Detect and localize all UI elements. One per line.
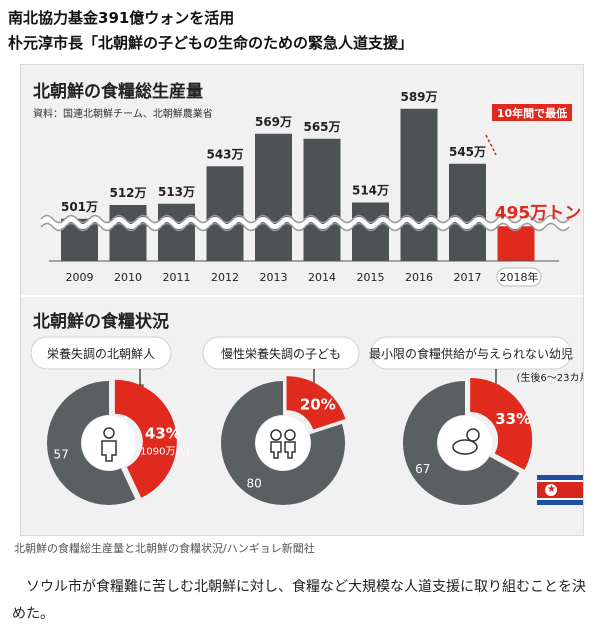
bar-value-label: 501万 [61,200,98,214]
donut-slice-gray [402,381,520,505]
bar-2011 [158,203,195,261]
x-tick-label: 2015 [357,271,385,284]
bar-value-label: 512万 [109,186,146,200]
bar-value-label: 565万 [303,120,340,134]
x-tick-label: 2011 [163,271,191,284]
x-tick-label: 2010 [114,271,142,284]
x-tick-label: 2016 [405,271,433,284]
donut-slice-gray [221,381,345,505]
axis-break-wave [39,217,571,229]
donut-center [256,416,310,470]
north-korea-flag-icon: ★ [537,475,583,505]
infographic-graphics: 501万 2009 512万 2010 513万 2011 543万 2012 569万 2013… [30,90,583,506]
donut-label: 最小限の食糧供給が与えられない幼児 [369,346,573,361]
bar-value-label: 545万 [449,145,486,159]
bar-value-label: 514万 [352,184,389,198]
donut-center [438,416,492,470]
bar-2018 [497,226,535,261]
x-tick-label: 2009 [66,271,94,284]
bar-2016 [400,108,438,261]
chart-source: 資料：国連北朝鮮チーム、北朝鮮農業省 [33,109,213,120]
donut-slice-red [470,377,533,470]
article-body: ソウル市が食糧難に苦しむ北朝鮮に対し、食糧など大規模な人道支援に取り組むことを決… [12,579,586,622]
donut-gray-label: 80 [247,477,262,491]
bar-2010 [109,205,147,261]
bar-2014 [303,138,341,261]
donut-red-label: 43% [145,424,181,442]
bar-2017 [449,163,486,261]
bar-value-label: 513万 [158,185,195,199]
child-icon-body [270,441,282,459]
bar-value-label: 569万 [255,115,292,129]
donut-red-label: 33% [495,410,531,428]
donut-center [82,416,136,470]
record-low-badge-text: 10年間で最低 [497,106,567,120]
adult-icon [103,427,115,439]
bar-value-label: 543万 [206,147,243,161]
headline-line-2: 朴元淳市長「北朝鮮の子どもの生命のための緊急人道支援」 [8,34,414,52]
headline-line-1: 南北協力基金391億ウォンを活用 [8,9,235,27]
donut-label-box [30,336,172,370]
donut-red-note: (1090万人) [136,445,189,457]
children-icon [270,429,282,441]
x-tick-label: 2014 [308,271,336,284]
donut-sublabel: (生後6～23カ月) [517,371,583,384]
donut-red-label: 20% [300,395,336,413]
donut-label: 栄養失調の北朝鮮人 [47,346,155,361]
adult-icon-body [101,440,117,462]
bar-2013 [255,133,292,261]
x-tick-label: 2013 [260,271,288,284]
figure-caption: 北朝鮮の食糧総生産量と北朝鮮の食糧状況/ハンギョレ新聞社 [14,542,315,555]
infographic-panel: 北朝鮮の食糧総生産量 資料：国連北朝鮮チーム、北朝鮮農業省 北朝鮮の食糧状況 5… [20,64,584,536]
donut-label-box [202,336,360,370]
x-tick-label: 2012 [211,271,239,284]
bar-2015 [352,202,389,261]
record-low-badge [492,104,572,121]
highlight-year-pill [496,267,542,287]
child-icon-head-2 [284,429,296,441]
donut-slice-gray [46,381,136,506]
food-situation-title: 北朝鮮の食糧状況 [33,312,169,332]
production-chart-title: 北朝鮮の食糧総生産量 [33,82,203,102]
x-tick-label: 2018年 [500,270,539,284]
baby-icon-head [466,428,480,442]
axis-break-line-bottom [40,222,570,232]
record-low-pointer [485,134,497,156]
donut-label: 慢性栄養失調の子ども [221,346,341,361]
bar-value-label: 495万トン [495,203,582,223]
donut-slice-red [286,376,346,430]
x-tick-label: 2017 [454,271,482,284]
bar-2012 [206,166,244,261]
donut-gray-label: 57 [54,448,69,462]
axis-break-line-top [40,214,570,224]
donut-gray-label: 67 [415,462,430,476]
section-divider [21,295,583,297]
donut-slice-red [114,379,177,498]
child-icon-body [284,441,296,459]
bar-value-label: 589万 [400,90,437,104]
donut-label-box [370,336,572,370]
baby-icon [452,439,478,455]
